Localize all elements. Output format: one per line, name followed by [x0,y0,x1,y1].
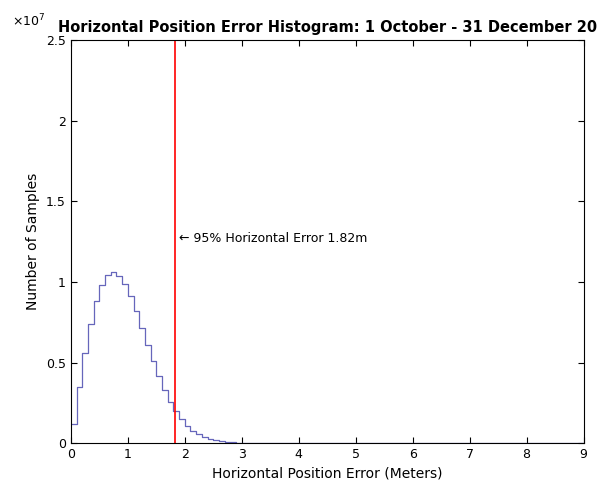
Text: $\times$10$^7$: $\times$10$^7$ [13,12,46,29]
Title: Horizontal Position Error Histogram: 1 October - 31 December 20: Horizontal Position Error Histogram: 1 O… [58,20,597,35]
Text: ← 95% Horizontal Error 1.82m: ← 95% Horizontal Error 1.82m [179,232,367,245]
X-axis label: Horizontal Position Error (Meters): Horizontal Position Error (Meters) [212,466,442,481]
Y-axis label: Number of Samples: Number of Samples [26,173,40,310]
